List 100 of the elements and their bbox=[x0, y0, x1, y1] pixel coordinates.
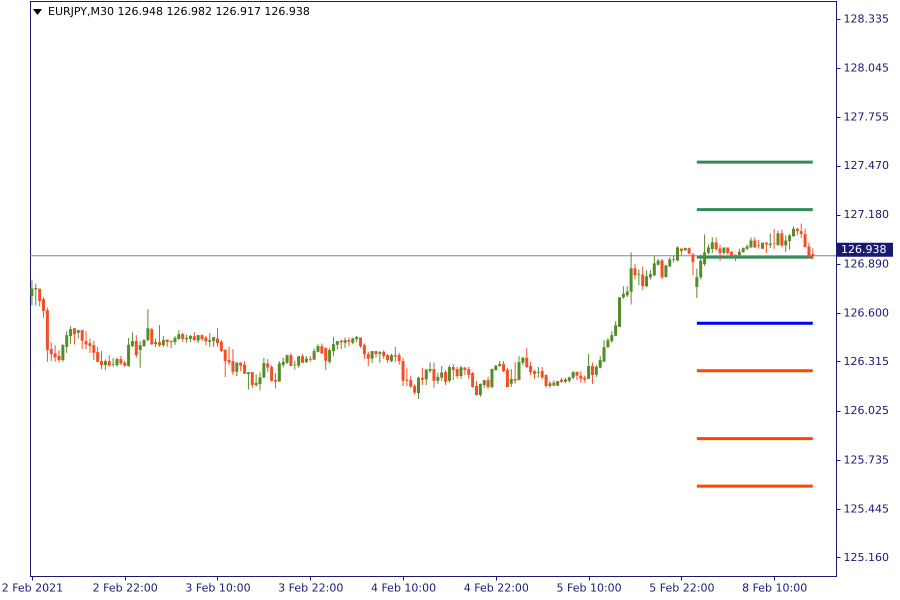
candlestick bbox=[394, 346, 397, 362]
candlestick bbox=[146, 308, 150, 342]
y-tick-label: 128.335 bbox=[844, 12, 889, 26]
candlestick bbox=[150, 327, 154, 346]
candlestick bbox=[525, 348, 528, 369]
candlestick bbox=[88, 338, 92, 354]
candlestick bbox=[262, 358, 266, 378]
candlestick bbox=[370, 350, 374, 364]
candlestick bbox=[72, 328, 76, 345]
candlestick bbox=[710, 236, 714, 254]
candlestick bbox=[212, 336, 216, 348]
candlestick bbox=[250, 372, 254, 388]
candlestick bbox=[100, 350, 104, 370]
candlestick bbox=[784, 234, 788, 253]
candlestick bbox=[344, 337, 347, 348]
candlestick bbox=[440, 366, 444, 382]
x-tick-label: 5 Feb 10:00 bbox=[556, 582, 622, 594]
ref-line-label: 126.938 bbox=[841, 242, 886, 256]
candlestick bbox=[420, 367, 424, 386]
candlestick bbox=[254, 374, 258, 388]
chart-title: EURJPY,M30 126.948 126.982 126.917 126.938 bbox=[48, 5, 310, 18]
y-tick-label: 125.160 bbox=[844, 550, 889, 564]
candlestick bbox=[518, 356, 521, 381]
candlestick bbox=[30, 280, 34, 306]
candlestick bbox=[108, 354, 111, 368]
candlestick bbox=[660, 258, 664, 280]
y-tick-label: 125.445 bbox=[844, 502, 889, 516]
candlestick bbox=[691, 252, 694, 276]
candlestick bbox=[243, 360, 246, 374]
candlestick bbox=[308, 356, 312, 362]
candlestick bbox=[764, 242, 768, 254]
x-tick-label: 8 Feb 10:00 bbox=[742, 582, 808, 594]
candlestick bbox=[286, 354, 289, 365]
candlestick bbox=[753, 236, 756, 249]
candlestick bbox=[536, 366, 540, 378]
candlestick bbox=[506, 368, 509, 388]
candlestick bbox=[768, 232, 772, 249]
candlestick bbox=[486, 376, 490, 390]
y-tick-label: 126.600 bbox=[844, 306, 889, 320]
y-tick-label: 127.180 bbox=[844, 208, 889, 222]
candlestick bbox=[749, 236, 752, 248]
x-tick-label: 3 Feb 22:00 bbox=[278, 582, 344, 594]
candlestick bbox=[258, 372, 262, 391]
candlestick bbox=[69, 326, 72, 345]
candlestick bbox=[177, 330, 180, 341]
candlestick bbox=[54, 344, 57, 362]
candlestick bbox=[630, 252, 633, 306]
x-tick-label: 4 Feb 10:00 bbox=[370, 582, 436, 594]
candlestick bbox=[811, 248, 814, 260]
candlestick bbox=[270, 364, 274, 382]
candlestick bbox=[456, 366, 459, 379]
candlestick bbox=[328, 347, 332, 364]
candlestick bbox=[780, 228, 784, 248]
candlestick bbox=[80, 329, 84, 350]
candlestick bbox=[278, 360, 281, 382]
y-tick-label: 126.315 bbox=[844, 354, 889, 368]
candlestick bbox=[38, 288, 42, 307]
x-tick-label: 4 Feb 22:00 bbox=[464, 582, 529, 594]
y-tick-label: 125.735 bbox=[844, 453, 889, 466]
y-tick-label: 128.045 bbox=[844, 62, 889, 74]
candlestick bbox=[490, 368, 494, 389]
candlestick bbox=[216, 328, 219, 348]
candlestick bbox=[134, 334, 138, 358]
candlestick bbox=[645, 270, 648, 288]
candlestick bbox=[417, 376, 420, 400]
candlestick bbox=[792, 226, 795, 238]
candlestick bbox=[800, 223, 803, 239]
candlestick bbox=[138, 340, 142, 368]
candlestick bbox=[579, 370, 582, 384]
candlestick bbox=[231, 348, 234, 376]
candlestick bbox=[510, 368, 513, 388]
candlestick bbox=[246, 372, 250, 390]
candlestick bbox=[34, 283, 38, 306]
candlestick bbox=[448, 364, 451, 383]
candlestick bbox=[641, 266, 644, 291]
candlestick bbox=[402, 357, 405, 387]
candlestick bbox=[293, 360, 296, 370]
candlestick bbox=[84, 330, 88, 350]
x-tick-label: 5 Feb 22:00 bbox=[649, 582, 714, 594]
candlestick bbox=[127, 337, 130, 368]
candlestick bbox=[204, 335, 208, 346]
y-tick-label: 127.470 bbox=[844, 159, 889, 172]
candlestick bbox=[590, 362, 594, 384]
candlestick bbox=[340, 339, 343, 350]
candlestick bbox=[424, 368, 428, 386]
candlestick bbox=[57, 350, 60, 363]
candlestick bbox=[514, 362, 517, 384]
y-tick-label: 126.025 bbox=[844, 404, 889, 418]
candlestick bbox=[633, 263, 636, 280]
candlestick bbox=[115, 356, 118, 368]
candlestick bbox=[652, 255, 656, 277]
x-tick-label: 2 Feb 2021 bbox=[2, 582, 64, 594]
y-tick-label: 127.755 bbox=[844, 110, 889, 124]
candlestick bbox=[718, 244, 722, 262]
candlestick bbox=[606, 337, 610, 348]
candlestick bbox=[529, 361, 532, 376]
candlestick bbox=[544, 374, 548, 388]
candlestick bbox=[158, 324, 161, 348]
candlestick bbox=[460, 365, 463, 380]
candlestick bbox=[235, 361, 238, 377]
